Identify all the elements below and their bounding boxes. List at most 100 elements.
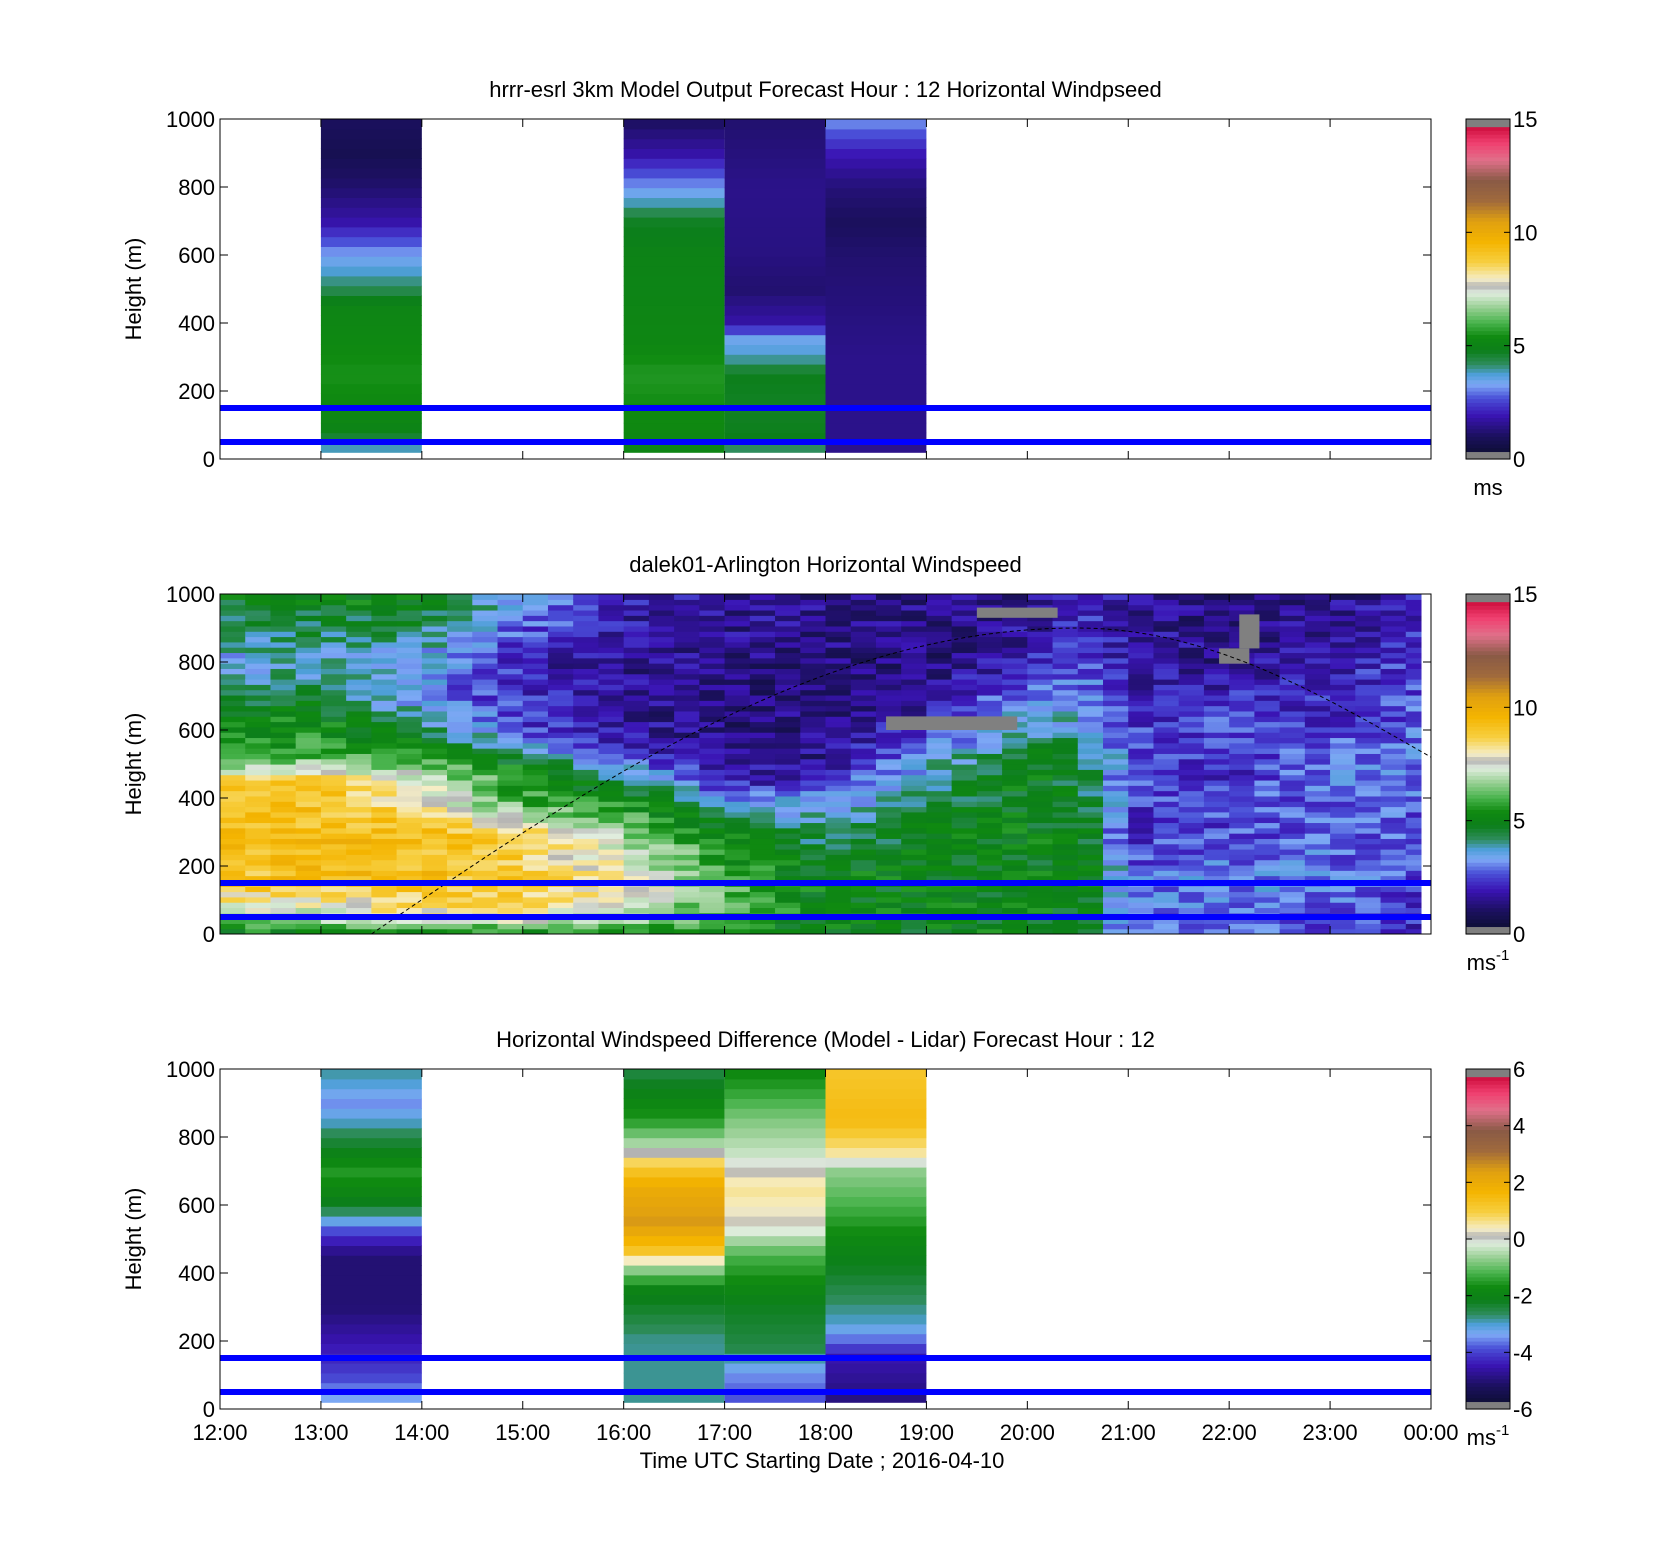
heatmap-cell	[371, 864, 398, 871]
heatmap-cell	[749, 609, 776, 616]
heatmap-cell	[951, 817, 978, 824]
heatmap-cell	[497, 721, 524, 728]
heatmap-cell	[976, 769, 1003, 776]
heatmap-cell	[447, 673, 473, 680]
heatmap-cell	[724, 774, 751, 781]
heatmap-cell	[1128, 673, 1155, 680]
heatmap-cell	[926, 689, 953, 696]
colorbar-unit-superscript: -1	[1496, 1422, 1509, 1439]
heatmap-cell	[850, 721, 877, 728]
heatmap-cell	[825, 870, 852, 877]
heatmap-cell	[547, 849, 574, 855]
heatmap-cell	[648, 902, 675, 909]
heatmap-cell	[623, 1392, 725, 1403]
heatmap-cell	[775, 896, 801, 903]
heatmap-cell	[1254, 615, 1281, 622]
heatmap-cell	[825, 625, 852, 632]
heatmap-cell	[623, 207, 725, 218]
heatmap-cell	[875, 864, 902, 871]
heatmap-cell	[447, 609, 473, 616]
colorbar-segment	[1466, 160, 1510, 165]
heatmap-cell	[1405, 652, 1422, 659]
heatmap-cell	[1052, 891, 1079, 898]
heatmap-cell	[1405, 625, 1422, 632]
heatmap-cell	[623, 1343, 725, 1354]
colorbar-segment	[1466, 665, 1510, 671]
heatmap-cell	[1052, 615, 1079, 622]
heatmap-cell	[875, 859, 902, 866]
heatmap-cell	[1279, 694, 1306, 701]
heatmap-cell	[1355, 742, 1382, 749]
heatmap-cell	[1178, 758, 1205, 765]
colorbar-segment	[1466, 601, 1510, 606]
colorbar-segment	[1466, 266, 1510, 271]
colorbar-segment	[1466, 752, 1510, 758]
heatmap-cell	[800, 726, 827, 733]
heatmap-cell	[724, 689, 751, 696]
heatmap-cell	[623, 710, 650, 717]
heatmap-cell	[1203, 663, 1230, 669]
colorbar-segment	[1466, 1329, 1510, 1335]
heatmap-cell	[1052, 822, 1079, 829]
heatmap-cell	[749, 907, 776, 914]
heatmap-cell	[1330, 753, 1356, 760]
heatmap-cell	[472, 753, 499, 760]
heatmap-cell	[573, 753, 600, 760]
heatmap-cell	[1153, 679, 1180, 685]
heatmap-cell	[598, 689, 625, 696]
heatmap-cell	[371, 647, 398, 654]
heatmap-cell	[926, 902, 953, 909]
colorbar-segment	[1466, 1363, 1510, 1369]
heatmap-cell	[346, 918, 372, 924]
heatmap-cell	[825, 246, 927, 257]
heatmap-cell	[1203, 594, 1230, 600]
heatmap-cell	[421, 705, 448, 712]
heatmap-cell	[1279, 843, 1306, 850]
heatmap-cell	[547, 806, 574, 813]
colorbar-segment	[1466, 662, 1510, 667]
heatmap-cell	[371, 684, 398, 691]
heatmap-cell	[976, 827, 1003, 834]
heatmap-cell	[573, 928, 600, 934]
heatmap-cell	[421, 854, 448, 861]
heatmap-cell	[573, 737, 600, 744]
heatmap-cell	[1027, 710, 1054, 717]
heatmap-cell	[346, 764, 372, 770]
heatmap-cell	[1077, 652, 1104, 659]
heatmap-cell	[724, 753, 751, 760]
heatmap-cell	[724, 1078, 826, 1090]
heatmap-cell	[245, 604, 272, 611]
heatmap-cell	[1153, 673, 1180, 680]
heatmap-cell	[976, 833, 1003, 839]
heatmap-cell	[1052, 753, 1079, 760]
heatmap-cell	[1355, 726, 1382, 733]
heatmap-cell	[1103, 631, 1129, 638]
heatmap-cell	[1002, 875, 1028, 882]
heatmap-cell	[421, 779, 448, 786]
heatmap-cell	[447, 652, 473, 659]
heatmap-cell	[346, 870, 372, 877]
colorbar-segment	[1466, 843, 1510, 848]
heatmap-cell	[447, 753, 473, 760]
heatmap-cell	[623, 354, 725, 365]
heatmap-cell	[1153, 870, 1180, 877]
heatmap-cell	[976, 705, 1003, 712]
heatmap-cell	[1330, 631, 1356, 638]
colorbar-segment	[1466, 809, 1510, 814]
heatmap-cell	[371, 769, 398, 776]
heatmap-cell	[573, 694, 600, 701]
heatmap-cell	[270, 620, 297, 627]
heatmap-cell	[1178, 647, 1205, 654]
heatmap-cell	[1027, 748, 1054, 754]
heatmap-cell	[875, 854, 902, 861]
heatmap-cell	[926, 647, 953, 654]
heatmap-cell	[447, 721, 473, 728]
heatmap-cell	[598, 609, 625, 616]
heatmap-cell	[724, 721, 751, 728]
heatmap-cell	[320, 647, 347, 654]
heatmap-cell	[472, 737, 499, 744]
heatmap-cell	[699, 817, 726, 824]
heatmap-cell	[674, 668, 700, 675]
heatmap-cell	[320, 1323, 422, 1335]
